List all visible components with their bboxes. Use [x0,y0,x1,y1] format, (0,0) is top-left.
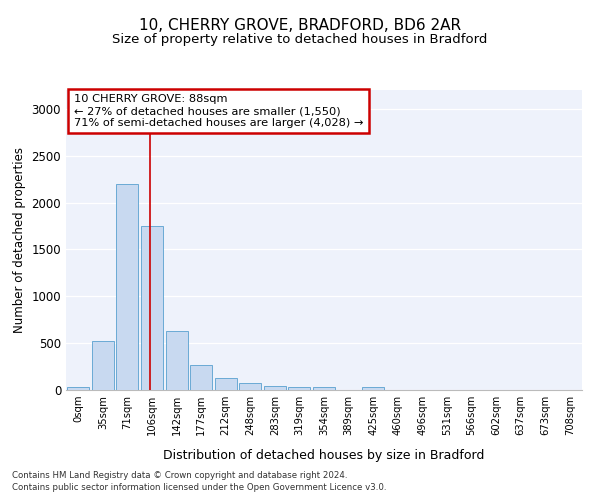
Y-axis label: Number of detached properties: Number of detached properties [13,147,26,333]
Bar [141,226,163,390]
Text: Size of property relative to detached houses in Bradford: Size of property relative to detached ho… [112,32,488,46]
Bar [67,388,89,390]
Text: Contains HM Land Registry data © Crown copyright and database right 2024.: Contains HM Land Registry data © Crown c… [12,470,347,480]
Text: 10 CHERRY GROVE: 88sqm
← 27% of detached houses are smaller (1,550)
71% of semi-: 10 CHERRY GROVE: 88sqm ← 27% of detached… [74,94,363,128]
Bar [190,365,212,390]
Bar [239,383,262,390]
Bar [166,331,188,390]
Bar [215,378,237,390]
X-axis label: Distribution of detached houses by size in Bradford: Distribution of detached houses by size … [163,449,485,462]
Bar [264,386,286,390]
Bar [313,388,335,390]
Text: Contains public sector information licensed under the Open Government Licence v3: Contains public sector information licen… [12,483,386,492]
Bar [362,387,384,390]
Bar [116,184,139,390]
Bar [92,341,114,390]
Text: 10, CHERRY GROVE, BRADFORD, BD6 2AR: 10, CHERRY GROVE, BRADFORD, BD6 2AR [139,18,461,32]
Bar [289,387,310,390]
